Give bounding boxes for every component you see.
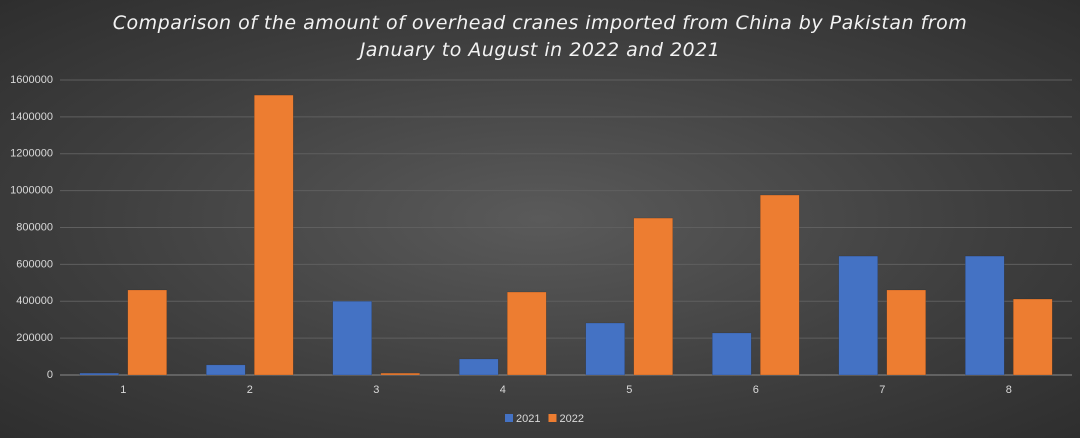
bar [585, 322, 625, 376]
bar [332, 301, 372, 376]
legend-swatch [505, 414, 513, 422]
y-tick-label: 1200000 [10, 148, 53, 160]
x-tick-label: 4 [500, 384, 506, 396]
y-tick-label: 400000 [16, 295, 53, 307]
bar [886, 289, 926, 376]
bar [127, 289, 167, 376]
legend-swatch [548, 414, 557, 422]
y-tick-label: 0 [47, 369, 53, 381]
legend-label: 2022 [559, 413, 583, 425]
x-tick-label: 3 [373, 384, 379, 396]
x-tick-label: 5 [626, 384, 632, 396]
y-tick-label: 200000 [16, 332, 53, 344]
bar [79, 372, 119, 376]
y-tick-label: 800000 [16, 221, 53, 233]
bar [459, 358, 499, 376]
legend-label: 2021 [516, 413, 540, 425]
bar [1013, 298, 1053, 376]
bar [380, 372, 420, 376]
bar [760, 194, 800, 376]
bar [965, 255, 1005, 376]
bar [254, 94, 294, 376]
x-tick-label: 7 [879, 384, 885, 396]
x-tick-label: 2 [247, 384, 253, 396]
x-tick-label: 6 [753, 384, 759, 396]
bar [633, 217, 673, 376]
y-tick-label: 600000 [16, 258, 53, 270]
bar [712, 332, 752, 376]
y-tick-label: 1600000 [10, 74, 53, 86]
chart-title: Comparison of the amount of overhead cra… [112, 12, 968, 61]
y-tick-label: 1400000 [10, 111, 53, 123]
bar [507, 291, 547, 376]
x-tick-label: 8 [1006, 384, 1012, 396]
bar [838, 255, 878, 376]
bar [206, 364, 246, 376]
x-tick-label: 1 [120, 384, 126, 396]
y-tick-label: 1000000 [10, 185, 53, 197]
